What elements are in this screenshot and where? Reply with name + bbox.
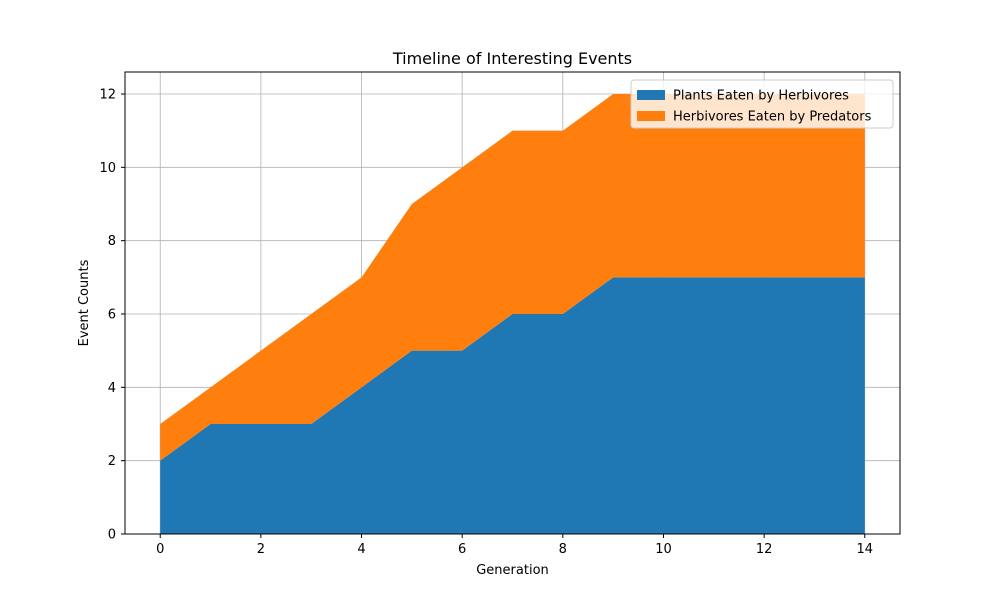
y-tick-label: 10 — [99, 161, 116, 176]
x-tick-label: 14 — [856, 542, 873, 557]
legend-label-1: Plants Eaten by Herbivores — [673, 89, 849, 104]
legend-label-2: Herbivores Eaten by Predators — [673, 110, 872, 125]
x-axis-label: Generation — [476, 563, 549, 578]
y-tick-label: 0 — [108, 528, 116, 543]
x-tick-label: 8 — [559, 542, 567, 557]
axis-ticks: 0 2 4 6 8 10 12 14 0 2 4 6 8 10 12 — [99, 88, 873, 558]
legend: Plants Eaten by Herbivores Herbivores Eat… — [630, 79, 894, 129]
x-tick-label: 0 — [156, 542, 164, 557]
legend-box — [630, 79, 894, 129]
y-tick-label: 8 — [108, 234, 116, 249]
chart-title: Timeline of Interesting Events — [392, 49, 632, 68]
legend-swatch-1 — [637, 90, 665, 100]
y-tick-label: 12 — [99, 88, 116, 103]
x-tick-label: 2 — [257, 542, 265, 557]
x-tick-label: 4 — [357, 542, 365, 557]
area-series-2 — [160, 94, 865, 461]
x-tick-label: 12 — [756, 542, 773, 557]
plot-area-frame — [124, 71, 901, 535]
legend-swatch-2 — [637, 111, 665, 121]
y-tick-label: 4 — [108, 381, 116, 396]
y-tick-label: 6 — [108, 308, 116, 323]
area-series-group — [160, 94, 865, 534]
y-tick-label: 2 — [108, 454, 116, 469]
x-tick-label: 6 — [458, 542, 466, 557]
x-tick-label: 10 — [655, 542, 672, 557]
y-axis-label: Event Counts — [77, 259, 92, 346]
area-series-1 — [160, 277, 865, 534]
